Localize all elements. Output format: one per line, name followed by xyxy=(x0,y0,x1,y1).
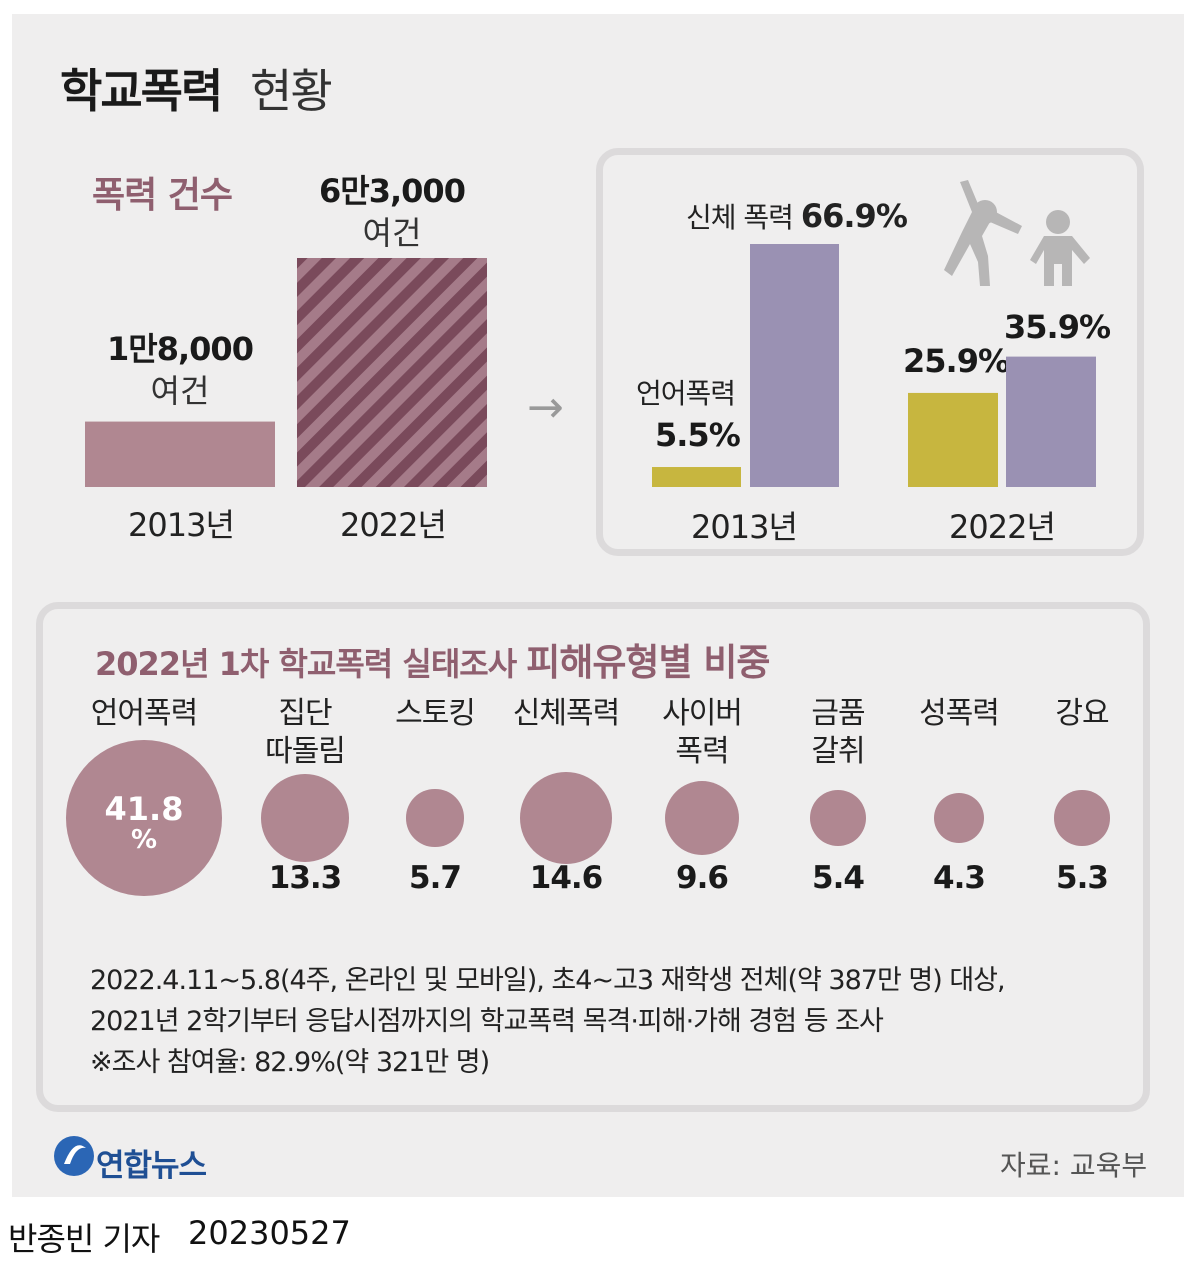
value-label: 5.3 xyxy=(1056,860,1109,896)
category-label-line1: 성폭력 xyxy=(919,696,1000,731)
note-line-1: 2022.4.11~5.8(4주, 온라인 및 모바일), 초4~고3 재학생 … xyxy=(90,965,1006,996)
category-label: 금품 갈취 xyxy=(758,695,918,771)
value-circle xyxy=(261,774,349,862)
count-bar-2022 xyxy=(297,258,487,487)
physical-value-2013: 66.9% xyxy=(800,197,908,235)
value-circle xyxy=(934,793,984,843)
violence-people-icon xyxy=(944,180,1090,286)
verbal-bar-2013 xyxy=(652,467,741,487)
note-line-2: 2021년 2학기부터 응답시점까지의 학교폭력 목격·피해·가해 경험 등 조… xyxy=(90,1006,884,1037)
physical-bar-2022 xyxy=(1006,356,1096,487)
value-circle xyxy=(406,789,464,847)
count-bar-chart xyxy=(85,258,487,487)
category-label-line1: 신체폭력 xyxy=(512,696,620,731)
type-year-2013: 2013년 xyxy=(691,508,798,546)
breakdown-title-part1: 2022년 1차 학교폭력 실태조사 xyxy=(95,645,517,683)
count-year-2022: 2022년 xyxy=(340,506,447,544)
breakdown-box xyxy=(36,602,1150,1112)
category-label: 신체폭력 xyxy=(486,695,646,733)
byline-name: 반종빈 기자 xyxy=(8,1220,160,1258)
category-label-line2: 갈취 xyxy=(811,734,865,769)
value-label: 13.3 xyxy=(268,860,343,896)
category-label-line1: 언어폭력 xyxy=(90,696,198,731)
value-circle xyxy=(1054,790,1110,846)
category-label: 언어폭력 xyxy=(64,695,224,733)
type-year-2022: 2022년 xyxy=(949,508,1056,546)
unit-label: % xyxy=(130,825,158,855)
verbal-bar-2022 xyxy=(908,392,998,487)
page-title: 학교폭력 xyxy=(60,64,223,118)
value-circle xyxy=(664,780,740,856)
value-label: 5.4 xyxy=(812,860,865,896)
verbal-value-2022: 25.9% xyxy=(903,342,1010,380)
value-circle xyxy=(810,790,866,846)
category-label-line2: 폭력 xyxy=(675,734,729,769)
verbal-value-2013: 5.5% xyxy=(655,416,741,454)
category-label-line1: 강요 xyxy=(1055,696,1109,731)
byline-date: 20230527 xyxy=(188,1214,351,1252)
count-year-2013: 2013년 xyxy=(128,506,235,544)
bar-value-2013: 1만8,000 xyxy=(107,330,254,368)
category-label-line1: 금품 xyxy=(811,696,865,731)
physical-value-2022: 35.9% xyxy=(1004,308,1111,346)
category-label-line1: 스토킹 xyxy=(395,696,476,731)
physical-bar-2013 xyxy=(750,244,839,487)
category-label: 집단 따돌림 xyxy=(225,695,385,771)
bar-unit-2013: 여건 xyxy=(150,372,210,410)
value-label: 9.6 xyxy=(676,860,729,896)
logo-text: 연합뉴스 xyxy=(96,1148,207,1184)
count-section-label: 폭력 건수 xyxy=(92,175,233,216)
category-label: 성폭력 xyxy=(879,695,1039,733)
page-title-suffix: 현황 xyxy=(250,64,333,118)
yonhap-logo-icon xyxy=(54,1136,94,1176)
value-label-inside: 41.8% xyxy=(84,792,204,854)
value-circle xyxy=(520,772,612,864)
value-label: 41.8 xyxy=(104,790,184,828)
value-label: 5.7 xyxy=(409,860,462,896)
category-label-line2: 따돌림 xyxy=(265,734,346,769)
category-label-line1: 집단 xyxy=(278,696,332,731)
value-circle xyxy=(66,740,222,896)
breakdown-title: 2022년 1차 학교폭력 실태조사 피해유형별 비중 xyxy=(95,632,770,686)
source-text: 자료: 교육부 xyxy=(1000,1149,1148,1182)
category-label: 강요 xyxy=(1002,695,1162,733)
verbal-label-2013: 언어폭력 xyxy=(636,377,736,410)
bar-unit-2022: 여건 xyxy=(362,214,422,252)
note-line-3: ※조사 참여율: 82.9%(약 321만 명) xyxy=(90,1047,490,1078)
category-label-line1: 사이버 xyxy=(662,696,743,731)
arrow-icon: → xyxy=(527,382,564,433)
value-label: 4.3 xyxy=(933,860,986,896)
physical-label-2013: 신체 폭력 66.9% xyxy=(686,196,908,236)
bar-value-2022: 6만3,000 xyxy=(319,172,466,210)
breakdown-title-part2: 피해유형별 비중 xyxy=(526,641,770,684)
physical-label-text: 신체 폭력 xyxy=(686,201,794,234)
count-bar-2013 xyxy=(85,421,275,487)
category-label: 스토킹 xyxy=(355,695,515,733)
category-label: 사이버 폭력 xyxy=(622,695,782,771)
value-label: 14.6 xyxy=(529,860,604,896)
type-bar-chart xyxy=(652,180,1096,487)
